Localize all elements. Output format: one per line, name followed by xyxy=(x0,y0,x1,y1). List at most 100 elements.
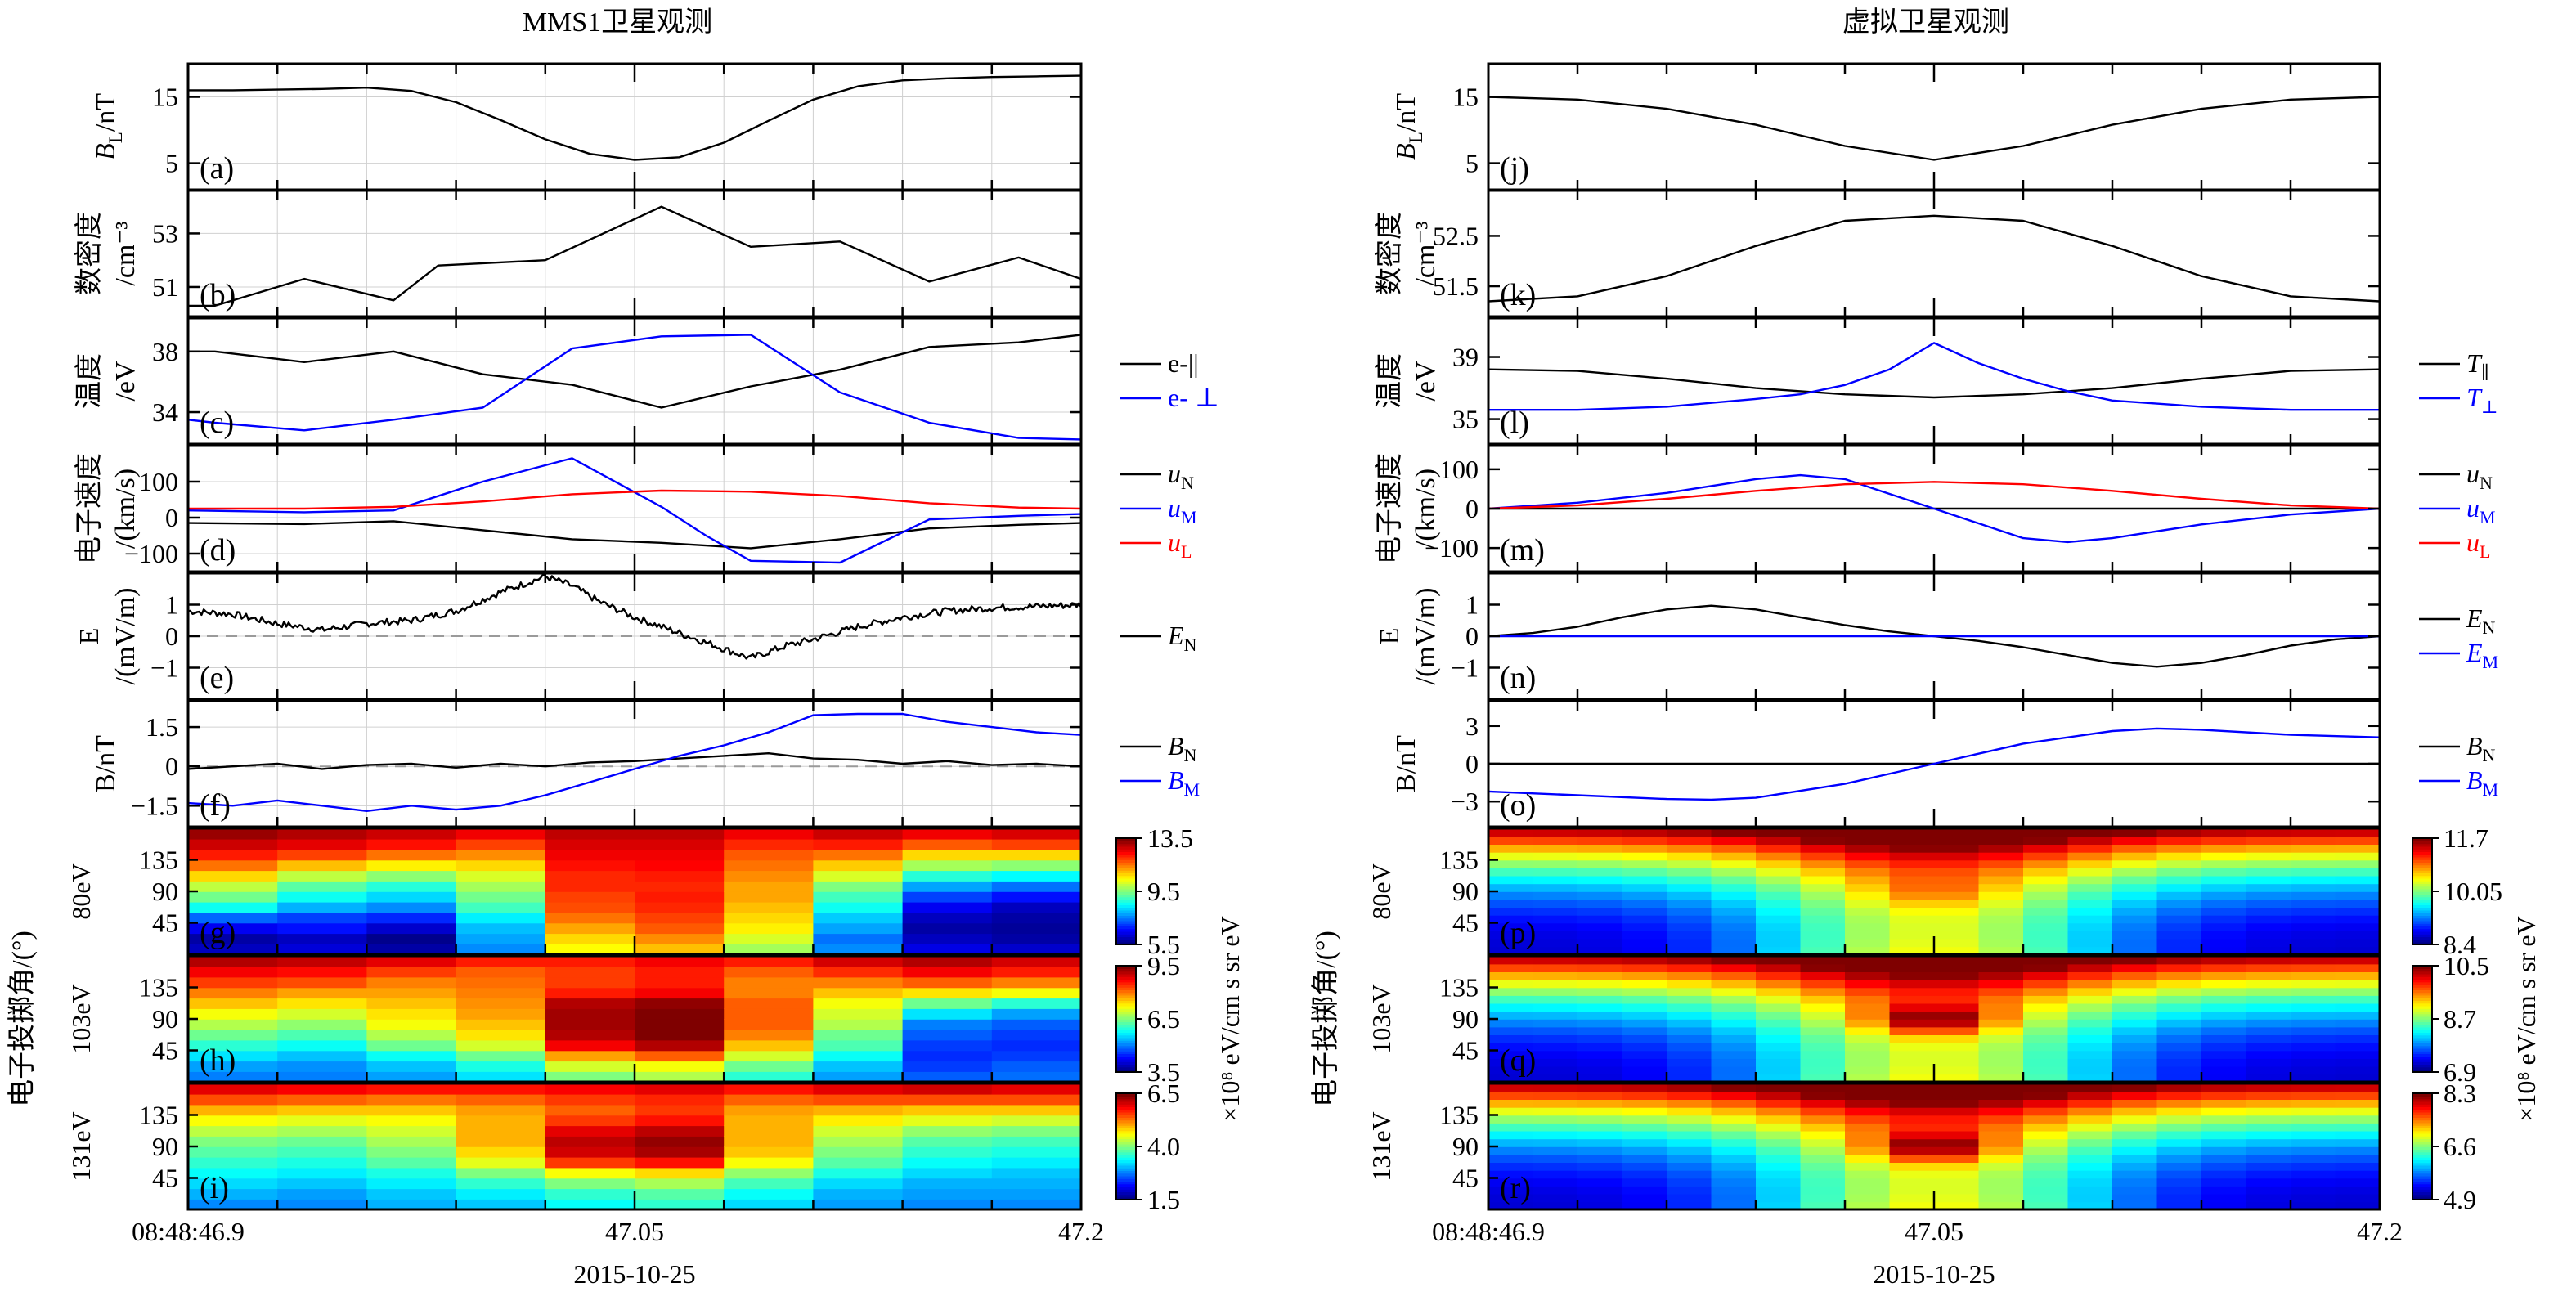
spectrogram-cell xyxy=(277,1167,368,1179)
spectrogram-cell xyxy=(2335,1050,2381,1059)
spectrogram-cell xyxy=(2067,1201,2113,1210)
colorbar-cell xyxy=(2412,1111,2432,1115)
spectrogram-cell xyxy=(2335,899,2381,908)
spectrogram-cell xyxy=(991,933,1082,944)
spectrogram-cell xyxy=(1978,1099,2024,1108)
spectrogram-cell xyxy=(2112,1099,2158,1108)
colorbar-cell xyxy=(1116,904,1136,908)
spectrogram-cell xyxy=(1756,946,1802,955)
time-tick-label: 08:48:46.9 xyxy=(132,1217,245,1246)
spectrogram-cell xyxy=(2201,851,2247,861)
spectrogram-cell xyxy=(2023,1146,2069,1155)
spectrogram-cell xyxy=(1800,1115,1846,1124)
spectrogram-cell xyxy=(366,1104,457,1116)
spectrogram-cell xyxy=(902,1050,993,1062)
y-tick-label: 34 xyxy=(152,397,178,427)
spectrogram-cell xyxy=(1488,875,1534,885)
spectrogram-cell xyxy=(1978,1019,2024,1028)
spectrogram-cell xyxy=(366,976,457,989)
spectrogram-cell xyxy=(366,966,457,978)
spectrogram-cell xyxy=(456,1156,546,1169)
colorbar-cell xyxy=(2412,856,2432,860)
spectrogram-cell xyxy=(991,881,1082,892)
spectrogram-cell xyxy=(277,1008,368,1020)
spectrogram-cell xyxy=(188,944,278,955)
spectrogram-cell xyxy=(1756,1050,1802,1059)
spectrogram-cell xyxy=(1889,1146,1935,1155)
spectrogram-cell xyxy=(1577,1034,1623,1043)
spectrogram-cell xyxy=(1711,1138,1757,1147)
y-tick-label: 51 xyxy=(152,272,178,302)
colorbar-cell xyxy=(2412,1141,2432,1145)
spectrogram-cell xyxy=(2112,987,2158,996)
spectrogram-cell xyxy=(1756,1162,1802,1171)
colorbar-cell xyxy=(2412,994,2432,998)
spectrogram-cell xyxy=(1533,1115,1578,1124)
spectrogram-cell xyxy=(1978,1169,2024,1179)
spectrogram-cell xyxy=(188,901,278,913)
colorbar-cell xyxy=(1116,862,1136,866)
spectrogram-cell xyxy=(456,849,546,861)
spectrogram-cell xyxy=(2246,1130,2291,1140)
spectrogram-cell xyxy=(2156,1083,2202,1092)
spectrogram-cell xyxy=(1800,883,1846,892)
spectrogram-cell xyxy=(1800,971,1846,980)
spectrogram-cell xyxy=(456,1125,546,1137)
spectrogram-cell xyxy=(724,1125,815,1137)
spectrogram-cell xyxy=(635,1019,725,1030)
spectrogram-cell xyxy=(1622,1130,1667,1140)
spectrogram-cell xyxy=(1889,1034,1935,1043)
spectrogram-cell xyxy=(2112,1186,2158,1195)
spectrogram-cell xyxy=(2201,868,2247,877)
spectrogram-cell xyxy=(1577,851,1623,861)
spectrogram-cell xyxy=(366,881,457,892)
spectrogram-cell xyxy=(1667,1201,1712,1210)
colorbar-cell xyxy=(1116,917,1136,922)
spectrogram-cell xyxy=(2112,1034,2158,1043)
spectrogram-cell xyxy=(456,987,546,999)
y-tick-label: 135 xyxy=(1439,846,1479,875)
spectrogram-cell xyxy=(1488,956,1534,965)
colorbar-cell xyxy=(1116,1117,1136,1121)
spectrogram-cell xyxy=(2156,1074,2202,1083)
spectrogram-cell xyxy=(2067,828,2113,837)
panel-tag: (b) xyxy=(200,278,236,312)
spectrogram-cell xyxy=(1845,891,1891,900)
spectrogram-cell xyxy=(1756,828,1802,837)
spectrogram-cell xyxy=(2156,979,2202,989)
spectrogram-cell xyxy=(1577,922,1623,931)
spectrogram-cell xyxy=(1800,875,1846,885)
spectrogram-cell xyxy=(1622,859,1667,868)
colorbar-cell xyxy=(1116,966,1136,969)
spectrogram-cell xyxy=(1845,1154,1891,1163)
colorbar-cell xyxy=(1116,1024,1136,1028)
spectrogram-cell xyxy=(2291,1065,2336,1075)
spectrogram-cell xyxy=(1934,1138,1980,1147)
spectrogram-cell xyxy=(1667,995,1712,1004)
spectrogram-cell xyxy=(991,1050,1082,1062)
spectrogram-cell xyxy=(1889,1003,1935,1012)
spectrogram-cell xyxy=(456,870,546,882)
spectrogram-cell xyxy=(2246,1083,2291,1092)
spectrogram-cell xyxy=(2291,1138,2336,1147)
spectrogram-cell xyxy=(813,998,904,1009)
spectrogram-cell xyxy=(1845,938,1891,948)
spectrogram-cell xyxy=(2067,1178,2113,1187)
spectrogram-cell xyxy=(1934,938,1980,948)
spectrogram-cell xyxy=(1711,868,1757,877)
spectrogram-cell xyxy=(991,891,1082,903)
spectrogram-cell xyxy=(2023,1106,2069,1116)
spectrogram-cell xyxy=(991,912,1082,924)
spectrogram-cell xyxy=(1756,883,1802,892)
spectrogram-cell xyxy=(1533,1083,1578,1092)
colorbar-cell xyxy=(1116,976,1136,980)
spectrogram-cell xyxy=(2291,979,2336,989)
spectrogram-cell xyxy=(635,1125,725,1137)
spectrogram-cell xyxy=(1622,1011,1667,1020)
spectrogram-cell xyxy=(1800,1146,1846,1155)
colorbar-cell xyxy=(1116,984,1136,988)
spectrogram-cell xyxy=(2291,1083,2336,1092)
spectrogram-cell xyxy=(366,891,457,903)
spectrogram-cell xyxy=(1978,868,2024,877)
colorbar-cell xyxy=(2412,1093,2432,1097)
